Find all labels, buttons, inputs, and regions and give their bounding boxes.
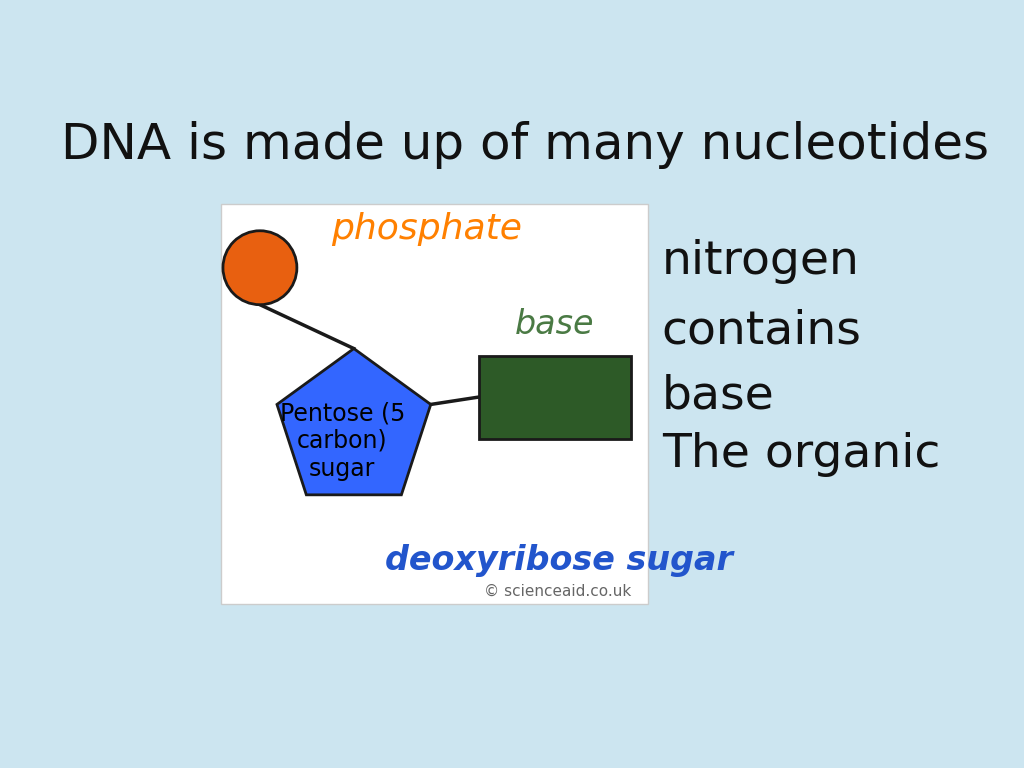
Text: contains: contains: [662, 309, 862, 353]
Text: base: base: [515, 308, 595, 341]
Bar: [478, 356, 631, 439]
Text: The organic: The organic: [662, 432, 940, 477]
Text: phosphate: phosphate: [332, 212, 522, 247]
Text: DNA is made up of many nucleotides: DNA is made up of many nucleotides: [60, 121, 989, 168]
Polygon shape: [276, 349, 431, 495]
Circle shape: [223, 230, 297, 305]
Text: © scienceaid.co.uk: © scienceaid.co.uk: [484, 584, 632, 598]
Text: Pentose (5
carbon)
sugar: Pentose (5 carbon) sugar: [280, 401, 406, 481]
Bar: [221, 204, 648, 604]
Text: base: base: [662, 374, 774, 419]
Text: deoxyribose sugar: deoxyribose sugar: [385, 544, 732, 577]
Text: nitrogen: nitrogen: [662, 239, 860, 284]
